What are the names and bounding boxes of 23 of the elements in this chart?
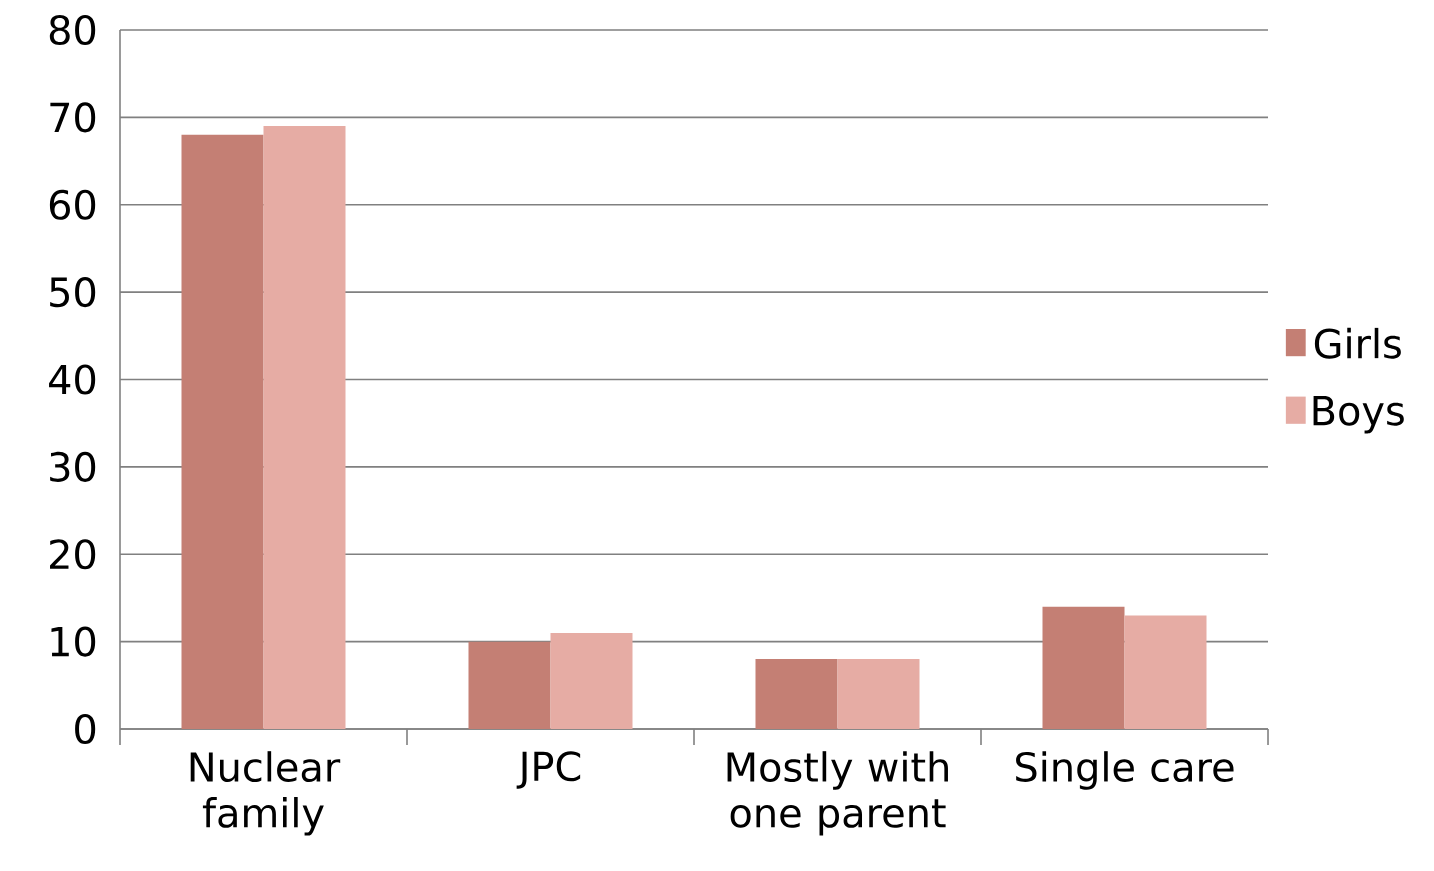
bar	[1124, 615, 1207, 729]
x-tick-label: Mostly with one parent	[727, 751, 948, 836]
bar	[468, 641, 551, 729]
bar	[181, 134, 264, 729]
y-tick-label: 50	[50, 277, 96, 308]
bar	[1042, 606, 1125, 729]
y-tick-label: 20	[50, 539, 96, 570]
y-tick-label: 70	[50, 102, 96, 133]
x-tick-label: Single care	[1016, 751, 1234, 790]
bar	[263, 126, 346, 729]
y-tick-label: 80	[49, 14, 96, 46]
bar	[837, 659, 920, 729]
x-tick-label: JPC	[516, 751, 581, 789]
y-tick-label: 0	[75, 713, 96, 745]
legend-label: Boys	[1313, 396, 1404, 434]
x-tick-label: Nuclear family	[190, 751, 341, 836]
bar	[550, 632, 633, 729]
bar	[755, 659, 838, 729]
y-tick-label: 60	[49, 189, 96, 220]
y-tick-label: 30	[50, 451, 96, 482]
legend-label: Girls	[1314, 327, 1401, 359]
y-tick-label: 10	[51, 626, 96, 657]
y-tick-label: 40	[49, 364, 96, 395]
